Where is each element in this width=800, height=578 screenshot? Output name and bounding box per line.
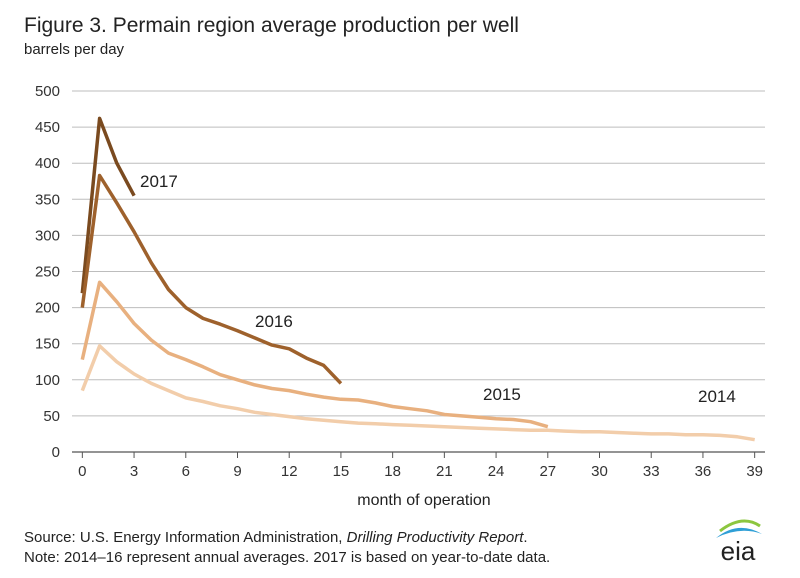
y-tick-label: 500 — [35, 83, 60, 100]
y-tick-label: 150 — [35, 336, 60, 353]
x-tick-label: 15 — [333, 463, 350, 480]
logo-swoosh — [716, 527, 762, 538]
series-line — [80, 173, 343, 385]
x-axis-label: month of operation — [357, 492, 490, 509]
logo-swoosh — [719, 519, 761, 533]
x-tick-label: 6 — [182, 463, 190, 480]
y-tick-label: 250 — [35, 264, 60, 281]
y-tick-label: 0 — [52, 444, 60, 461]
series-line — [80, 344, 755, 442]
y-tick-label: 100 — [35, 372, 60, 389]
x-tick-label: 36 — [695, 463, 712, 480]
x-tick-label: 0 — [78, 463, 86, 480]
source-report: Drilling Productivity Report — [347, 529, 525, 546]
x-tick-label: 24 — [488, 463, 505, 480]
note: Note: 2014–16 represent annual averages.… — [24, 549, 550, 566]
x-tick-label: 12 — [281, 463, 298, 480]
y-tick-label: 450 — [35, 119, 60, 136]
x-tick-label: 9 — [233, 463, 241, 480]
x-tick-label: 30 — [591, 463, 608, 480]
series-line — [80, 116, 136, 294]
series-line — [80, 280, 549, 429]
series-label: 2017 — [140, 172, 178, 191]
y-tick-label: 300 — [35, 227, 60, 244]
y-tick-label: 50 — [43, 408, 60, 425]
y-tick-label: 350 — [35, 191, 60, 208]
x-tick-label: 18 — [384, 463, 401, 480]
x-tick-label: 33 — [643, 463, 660, 480]
series-label: 2016 — [255, 312, 293, 331]
series-label: 2014 — [698, 387, 736, 406]
source-text: Source: U.S. Energy Information Administ… — [24, 529, 347, 546]
series-label: 2015 — [483, 385, 521, 404]
x-tick-label: 21 — [436, 463, 453, 480]
x-tick-label: 27 — [539, 463, 556, 480]
chart-subtitle: barrels per day — [24, 41, 125, 58]
y-tick-label: 200 — [35, 300, 60, 317]
y-tick-label: 400 — [35, 155, 60, 172]
chart-title: Figure 3. Permain region average product… — [24, 14, 519, 37]
source: Source: U.S. Energy Information Administ… — [24, 529, 528, 546]
source-end: . — [523, 529, 527, 546]
x-tick-label: 3 — [130, 463, 138, 480]
x-tick-label: 39 — [746, 463, 763, 480]
logo: eia — [721, 536, 756, 566]
